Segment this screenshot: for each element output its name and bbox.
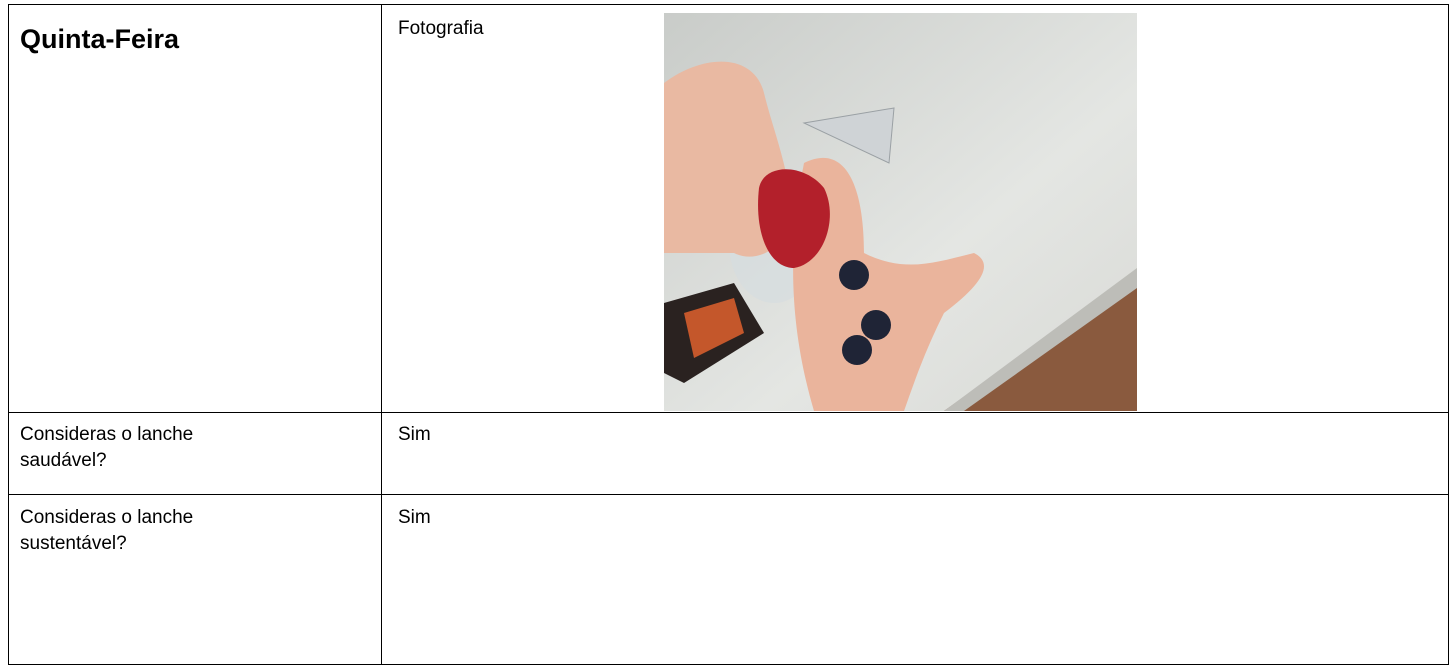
- cell: [381, 494, 1449, 665]
- day-title: Quinta-Feira: [20, 24, 180, 54]
- cell: [381, 412, 1449, 495]
- question: Consideras o lanche sustentável?: [20, 507, 194, 554]
- cell: [8, 4, 382, 413]
- photo: [664, 13, 1137, 411]
- answer: Sim: [398, 424, 431, 445]
- answer: Sim: [398, 507, 431, 528]
- question: Consideras o lanche saudável?: [20, 424, 194, 471]
- photo-label: Fotografia: [398, 18, 484, 39]
